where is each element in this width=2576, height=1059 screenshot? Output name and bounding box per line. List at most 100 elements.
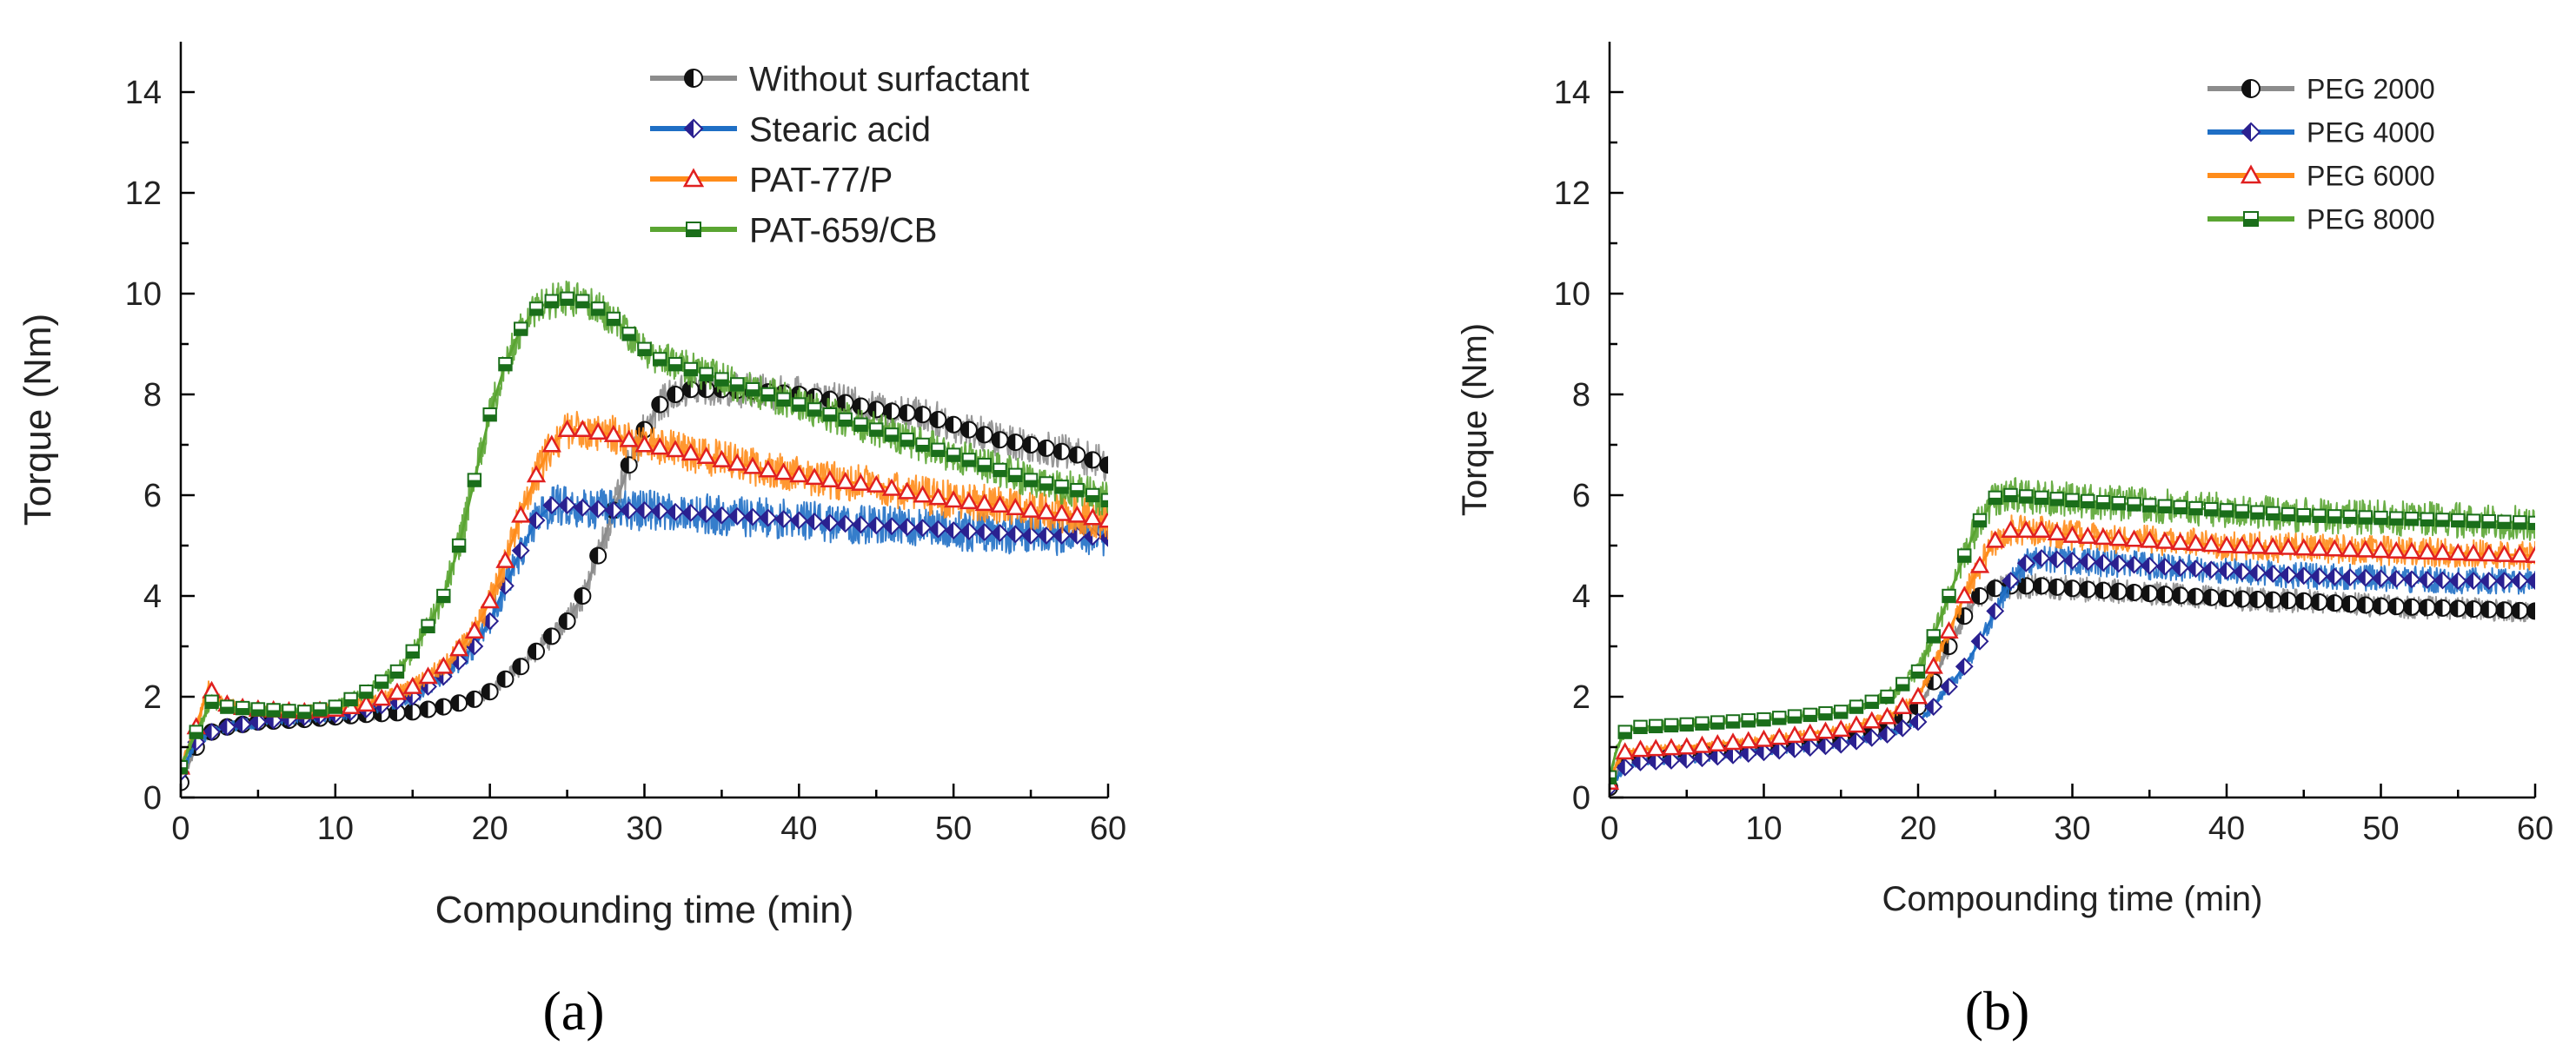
marker-diamond	[542, 496, 561, 515]
marker-triangle	[1923, 656, 1943, 674]
x-tick-label: 20	[1900, 811, 1936, 847]
marker-square	[359, 685, 374, 699]
x-tick-label: 30	[2054, 811, 2090, 847]
marker-diamond	[991, 524, 1009, 542]
marker-triangle	[557, 420, 577, 438]
series-peg-8000	[1610, 477, 2535, 784]
marker-circle	[2341, 595, 2359, 613]
y-tick-label: 10	[1554, 276, 1590, 313]
marker-square	[2435, 513, 2450, 527]
marker-circle	[2033, 577, 2050, 595]
marker-diamond	[1662, 751, 1681, 770]
marker-triangle	[603, 424, 624, 442]
marker-diamond	[681, 503, 700, 522]
marker-circle	[2048, 578, 2066, 596]
marker-diamond	[743, 507, 762, 526]
marker-triangle	[913, 485, 933, 503]
marker-triangle	[1692, 735, 1712, 753]
marker-square	[1926, 629, 1941, 644]
marker-diamond	[789, 511, 808, 530]
marker-diamond	[836, 514, 855, 533]
marker-square	[1756, 712, 1771, 727]
marker-square	[2219, 503, 2234, 518]
marker-circle	[2310, 592, 2328, 611]
marker-square	[405, 644, 420, 659]
marker-diamond	[2294, 566, 2314, 586]
marker-circle	[2526, 602, 2535, 620]
marker-square	[1008, 467, 1023, 482]
marker-square	[822, 407, 838, 422]
marker-diamond	[1646, 752, 1665, 771]
legend-item: Without surfactant	[650, 60, 1029, 98]
marker-circle	[651, 395, 669, 414]
marker-triangle	[634, 434, 654, 453]
y-tick-label: 0	[143, 780, 162, 817]
marker-circle	[450, 694, 468, 712]
marker-diamond	[2171, 559, 2190, 577]
marker-square	[2250, 505, 2265, 520]
marker-square	[2481, 513, 2496, 529]
marker-circle	[2372, 597, 2390, 615]
marker-circle	[1006, 434, 1025, 452]
marker-triangle	[1955, 586, 1975, 604]
marker-triangle	[2294, 538, 2314, 556]
marker-square	[2358, 510, 2373, 525]
marker-triangle	[448, 639, 469, 657]
marker-triangle	[1769, 727, 1789, 745]
y-tick-label: 8	[143, 377, 162, 414]
marker-triangle	[1846, 715, 1867, 733]
marker-diamond	[2356, 568, 2375, 587]
marker-square	[993, 462, 1007, 478]
marker-square	[250, 702, 266, 717]
marker-square	[482, 407, 497, 422]
marker-triangle	[573, 420, 593, 438]
marker-triangle	[2479, 544, 2499, 562]
marker-square	[1803, 707, 1817, 723]
marker-circle	[2156, 586, 2174, 604]
marker-diamond	[1708, 747, 1727, 766]
marker-diamond	[2201, 560, 2221, 579]
marker-diamond	[713, 506, 731, 525]
marker-triangle	[1036, 501, 1056, 520]
marker-diamond	[2032, 549, 2051, 567]
marker-circle	[574, 587, 592, 605]
marker-square	[266, 703, 281, 718]
marker-diamond	[604, 500, 623, 520]
marker-triangle	[1738, 731, 1758, 749]
marker-triangle	[2325, 539, 2345, 557]
marker-triangle	[1708, 733, 1728, 751]
y-axis-title: Torque (Nm)	[17, 314, 59, 526]
marker-diamond	[2372, 569, 2390, 588]
marker-diamond	[1801, 738, 1820, 757]
marker-diamond	[928, 520, 947, 539]
marker-circle	[2218, 589, 2235, 607]
marker-diamond	[1785, 739, 1804, 758]
marker-triangle	[696, 446, 716, 464]
marker-diamond	[1893, 718, 1912, 738]
marker-circle	[2141, 585, 2159, 603]
marker-square	[1834, 705, 1849, 719]
marker-circle	[2109, 582, 2128, 600]
marker-diamond	[2125, 555, 2143, 574]
marker-square	[2204, 502, 2219, 517]
marker-triangle	[2355, 539, 2375, 558]
marker-square	[590, 301, 606, 316]
marker-square	[2527, 515, 2535, 531]
marker-diamond	[2248, 563, 2267, 582]
marker-triangle	[619, 429, 639, 447]
marker-triangle	[2433, 542, 2453, 560]
marker-circle	[403, 703, 422, 721]
marker-diamond	[2310, 566, 2328, 586]
panel-b: 0 10 20 30 40 50 60 0 2 4 6 8 10 12 14 Compounding time…	[1456, 42, 2553, 1042]
marker-diamond	[697, 505, 716, 524]
marker-triangle	[681, 443, 700, 461]
marker-square	[436, 588, 451, 604]
marker-triangle	[727, 453, 747, 471]
marker-triangle	[2401, 541, 2422, 559]
marker-triangle	[2201, 534, 2221, 553]
legend-label: PEG 8000	[2307, 204, 2435, 235]
marker-circle	[2356, 596, 2374, 614]
marker-diamond	[1677, 751, 1696, 769]
marker-triangle	[1969, 555, 1990, 573]
marker-square	[745, 382, 760, 397]
